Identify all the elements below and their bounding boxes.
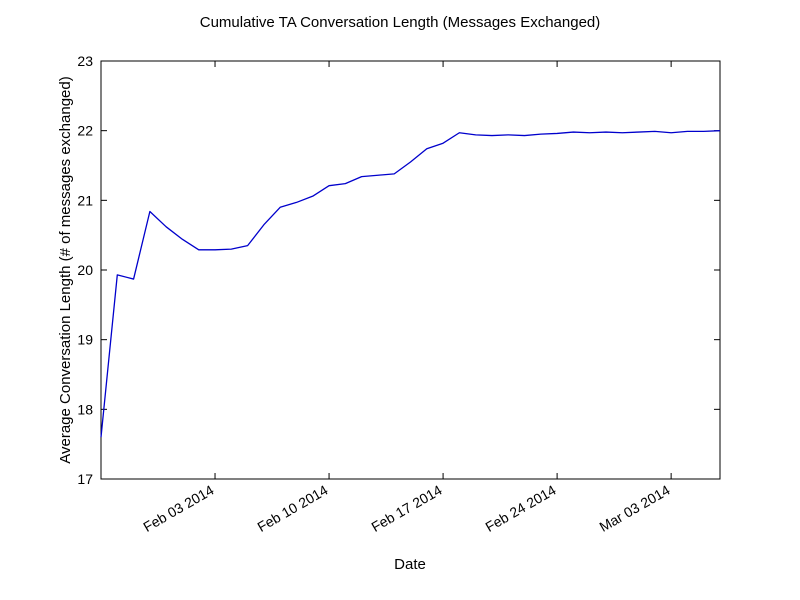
x-tick-label: Mar 03 2014	[597, 482, 673, 535]
y-axis: 17 18 19 20 21 22 23	[77, 53, 720, 487]
series-layer	[100, 130, 721, 438]
y-tick-label: 19	[77, 332, 93, 348]
y-tick-label: 23	[77, 53, 93, 69]
y-tick-label: 20	[77, 262, 93, 278]
y-tick-label: 18	[77, 401, 93, 417]
x-tick-label: Feb 03 2014	[140, 482, 216, 535]
series-line-0	[100, 130, 721, 438]
y-tick-label: 21	[77, 192, 93, 208]
y-tick-label: 22	[77, 123, 93, 139]
y-tick-label: 17	[77, 471, 93, 487]
x-tick-label: Feb 10 2014	[254, 482, 330, 535]
x-axis-label: Date	[394, 556, 426, 573]
x-tick-label: Feb 24 2014	[483, 482, 559, 535]
y-axis-label: Average Conversation Length (# of messag…	[57, 76, 74, 463]
plot-area-frame	[100, 60, 721, 480]
x-tick-label: Feb 17 2014	[368, 482, 444, 535]
chart-title: Cumulative TA Conversation Length (Messa…	[200, 14, 601, 31]
